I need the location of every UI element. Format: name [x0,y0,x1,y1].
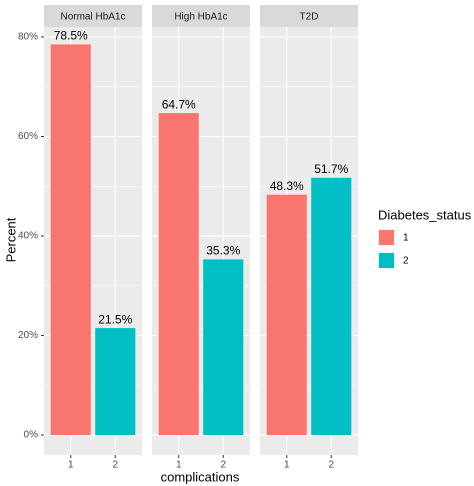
value-label: 64.7% [162,97,196,111]
value-label: 78.5% [54,29,88,43]
legend-title: Diabetes_status [378,207,472,222]
x-tick-label: 2 [328,460,334,471]
strip [260,5,358,27]
bar [311,177,352,436]
value-label: 21.5% [98,312,132,326]
strip [44,5,142,27]
strip-label: Normal HbA1c [60,12,125,23]
y-tick-label: 60% [18,131,38,142]
bar [50,44,91,436]
bar [266,194,307,436]
strip-label: T2D [300,12,319,23]
bar [203,259,244,436]
x-tick-label: 1 [176,460,182,471]
x-tick-label: 1 [284,460,290,471]
strip [152,5,250,27]
legend-label: 1 [403,233,409,244]
x-tick-label: 1 [68,460,74,471]
legend-swatch [379,230,394,245]
x-axis-title: complications [161,469,240,484]
y-axis-title: Percent [3,217,18,262]
bar [95,328,136,436]
x-tick-label: 2 [220,460,226,471]
y-tick-label: 20% [18,330,38,341]
value-label: 48.3% [270,179,304,193]
legend-swatch [379,253,394,268]
value-label: 51.7% [314,162,348,176]
x-tick-label: 2 [112,460,118,471]
bar [158,113,199,436]
y-tick-label: 0% [24,430,39,441]
y-tick-label: 40% [18,231,38,242]
strip-label: High HbA1c [174,12,227,23]
value-label: 35.3% [206,244,240,258]
legend-label: 2 [403,256,409,267]
y-tick-label: 80% [18,32,38,43]
